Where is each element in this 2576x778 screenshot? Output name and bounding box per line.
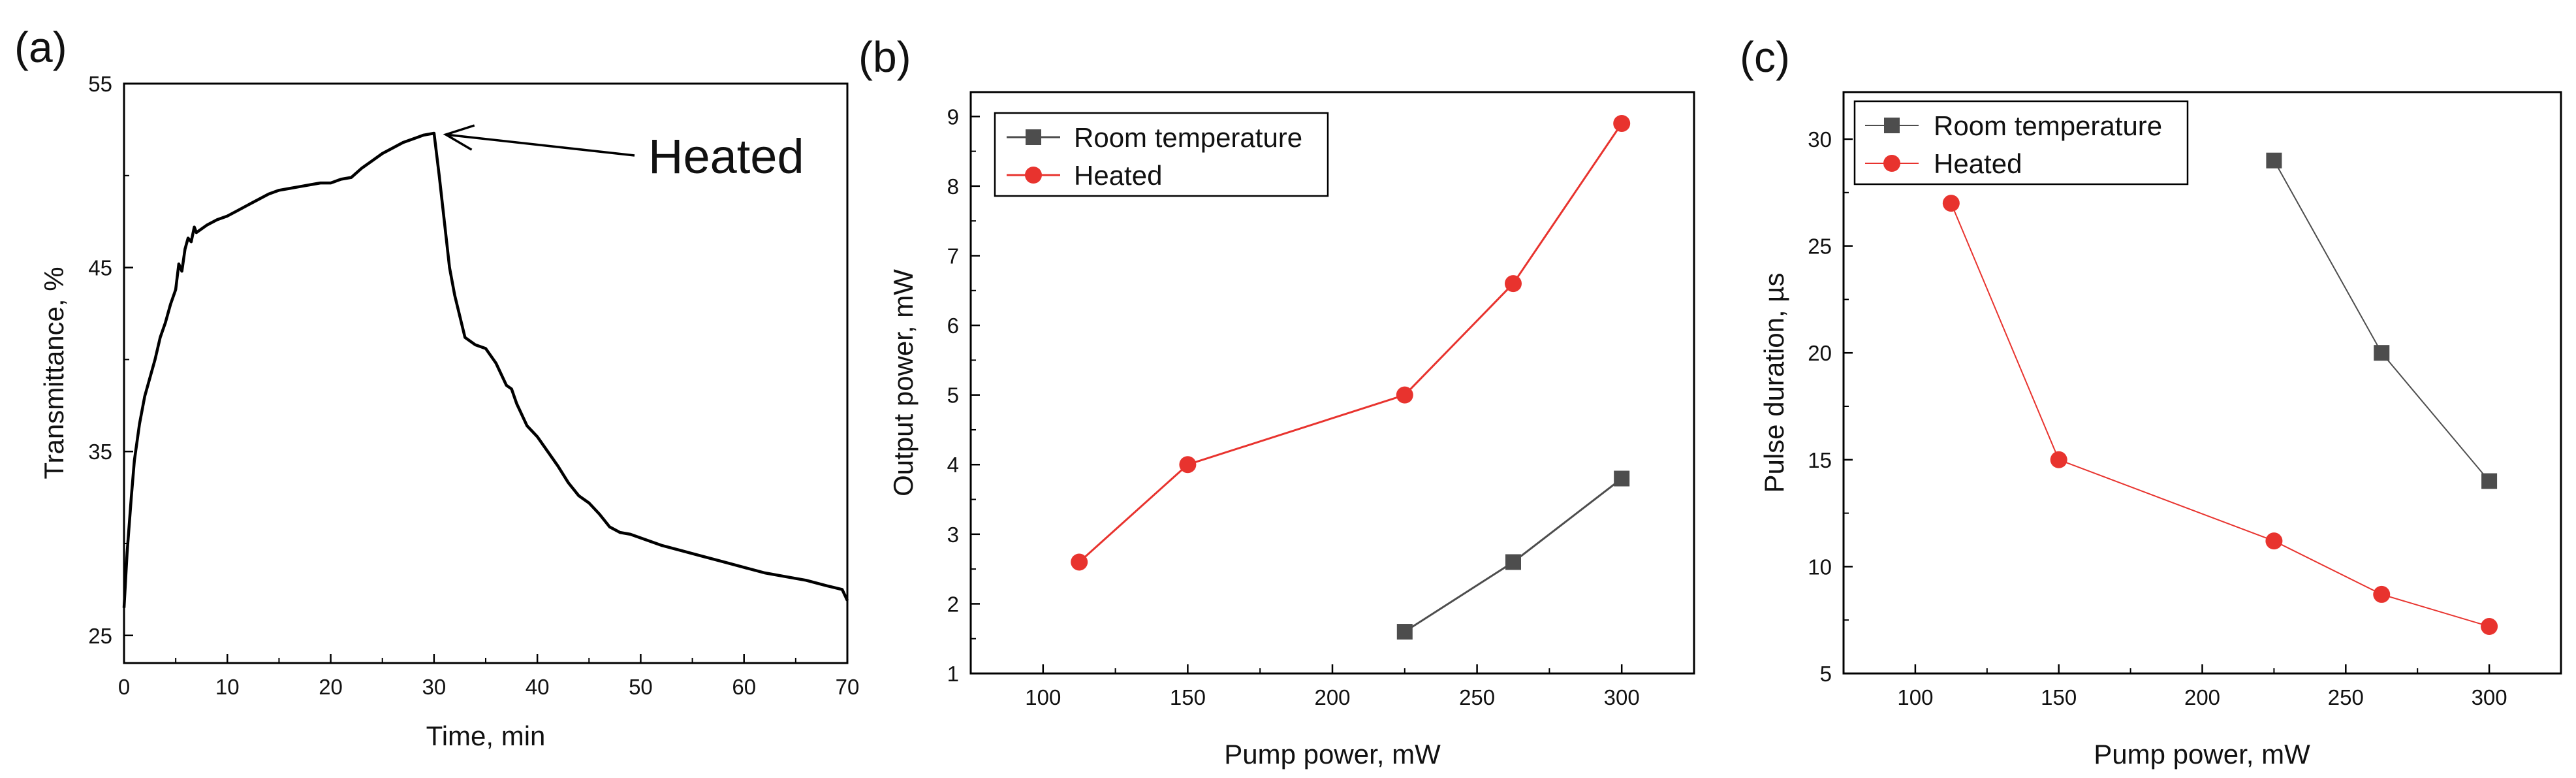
data-point-circle [1396,386,1413,404]
x-axis-title: Pump power, mW [1224,739,1441,770]
y-tick-label: 20 [1808,341,1832,365]
data-point-square [2266,152,2282,169]
data-point-square [1396,624,1413,640]
x-tick-label: 100 [1025,685,1061,709]
y-tick-label: 25 [1808,235,1832,259]
square-marker-icon [1884,118,1900,133]
x-tick-label: 250 [2328,685,2364,709]
series-line [1950,203,2490,627]
annotation-arrow-icon [445,133,635,157]
circle-marker-icon [1883,155,1900,172]
legend-label-room: Room temperature [1074,122,1302,153]
series-group [1942,152,2498,636]
y-tick-label: 4 [947,453,959,477]
y-tick-label: 25 [88,624,112,648]
y-tick-label: 8 [947,174,959,199]
x-tick-label: 40 [526,675,550,699]
annotation-text: Heated [648,129,804,184]
x-axis-title: Time, min [426,721,546,751]
arrow-head-icon [443,124,475,151]
panel-b-output-power-chart: (b) 100 150 200 250 300 1 2 3 4 5 6 7 8 9 Room temper… [858,33,1695,770]
x-tick-label: 10 [215,675,240,699]
x-tick-label: 150 [2041,685,2077,709]
legend: Room temperature Heated [1853,100,2189,186]
transmittance-curve [122,131,849,608]
data-point-circle [2265,532,2283,550]
legend-box [994,112,1329,197]
y-tick-label: 1 [947,662,959,686]
y-tick-label: 45 [88,256,112,280]
y-tick-label: 6 [947,314,959,338]
x-tick-label: 0 [118,675,130,699]
panel-a-label: (a) [14,23,67,71]
data-point-circle [1613,114,1631,132]
data-point-square [2481,473,2498,489]
axis-ticks: 100 150 200 250 300 5 10 15 20 25 30 [1808,127,2507,709]
y-tick-label: 5 [947,383,959,408]
y-tick-label: 2 [947,592,959,616]
panel-c-label: (c) [1740,33,1790,81]
y-axis-title: Pulse duration, µs [1759,272,1789,493]
y-axis-title: Transmittance, % [39,267,69,479]
axis-ticks: 100 150 200 250 300 1 2 3 4 5 6 7 8 9 [947,105,1640,709]
x-tick-label: 100 [1897,685,1933,709]
data-point-circle [1071,553,1088,571]
data-point-square [1505,554,1521,570]
x-tick-label: 70 [836,675,860,699]
series-group [1071,114,1631,640]
x-tick-label: 300 [1604,685,1640,709]
series-line [2273,160,2490,482]
x-tick-label: 20 [319,675,343,699]
square-marker-icon [1026,129,1041,145]
panel-b-label: (b) [858,33,911,81]
y-tick-label: 55 [88,72,112,96]
y-tick-label: 3 [947,523,959,547]
data-point-square [1614,470,1630,487]
panel-a-transmittance-chart: (a) 0 10 20 30 40 50 60 70 25 35 45 55 Heated Time,… [14,23,859,751]
data-point-circle [2373,585,2391,603]
data-point-circle [1179,456,1197,474]
x-tick-label: 200 [1314,685,1350,709]
heated-annotation: Heated [443,124,804,184]
x-tick-label: 50 [629,675,653,699]
y-tick-label: 10 [1808,555,1832,579]
x-tick-label: 60 [732,675,756,699]
y-tick-label: 15 [1808,448,1832,472]
y-tick-label: 9 [947,105,959,129]
data-point-circle [1505,275,1522,293]
y-tick-label: 7 [947,244,959,268]
y-tick-label: 5 [1820,662,1832,686]
panel-c-pulse-duration-chart: (c) 100 150 200 250 300 5 10 15 20 25 30 Room temp… [1740,33,2562,770]
legend-label-heated: Heated [1074,160,1162,191]
data-point-circle [1942,195,1960,212]
legend-box [1853,100,2189,186]
data-point-circle [2481,618,2498,636]
x-tick-label: 150 [1170,685,1206,709]
x-tick-label: 30 [422,675,446,699]
data-point-circle [2050,451,2067,468]
y-tick-label: 35 [88,440,112,464]
legend-label-room: Room temperature [1934,110,2162,141]
x-tick-label: 250 [1459,685,1495,709]
x-tick-label: 300 [2472,685,2507,709]
legend-label-heated: Heated [1934,148,2022,179]
x-axis-title: Pump power, mW [2094,739,2310,770]
axis-ticks: 0 10 20 30 40 50 60 70 25 35 45 55 [88,72,859,699]
x-tick-label: 200 [2184,685,2220,709]
legend: Room temperature Heated [994,112,1329,197]
data-point-square [2374,345,2390,361]
circle-marker-icon [1025,167,1042,184]
y-tick-label: 30 [1808,127,1832,152]
y-axis-title: Output power, mW [888,269,919,496]
